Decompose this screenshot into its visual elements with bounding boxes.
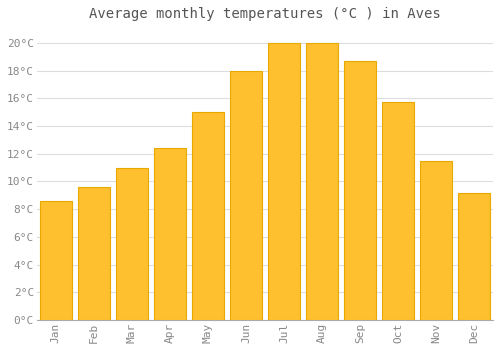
Bar — [230, 71, 262, 320]
Bar — [420, 161, 452, 320]
Bar — [344, 61, 376, 320]
Bar — [268, 43, 300, 320]
Bar — [458, 193, 490, 320]
Bar — [192, 112, 224, 320]
Bar — [382, 103, 414, 320]
Bar — [154, 148, 186, 320]
Bar — [116, 168, 148, 320]
Bar — [40, 201, 72, 320]
Bar — [78, 187, 110, 320]
Bar — [306, 43, 338, 320]
Title: Average monthly temperatures (°C ) in Aves: Average monthly temperatures (°C ) in Av… — [89, 7, 441, 21]
